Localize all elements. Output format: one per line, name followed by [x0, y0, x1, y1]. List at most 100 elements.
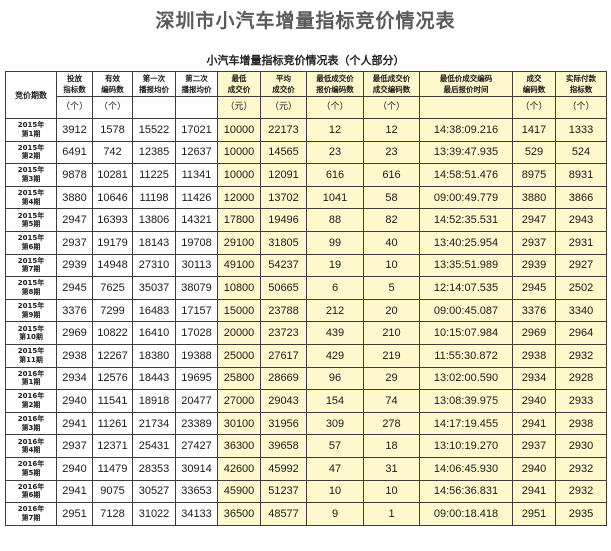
cell-min-price: 10000 [217, 163, 261, 187]
cell-period: 2016年 第4期 [5, 434, 57, 458]
cell-min-last-time: 14:52:35.531 [419, 208, 513, 232]
cell-avg-price: 23788 [260, 298, 307, 323]
cell-min-price-codes: 154 [306, 389, 364, 413]
cell-valid-codes: 12371 [92, 434, 133, 458]
header-deal-codes: 成交 编码数 [512, 71, 556, 97]
cell-valid-codes: 12576 [92, 366, 133, 391]
cell-deal-codes: 2934 [512, 366, 556, 391]
cell-paid: 2930 [555, 434, 607, 458]
cell-min-price-deal-codes: 29 [363, 366, 420, 391]
cell-min-price: 10000 [217, 118, 261, 142]
cell-min-price-codes: 616 [306, 163, 364, 187]
cell-min-last-time: 14:56:36.831 [419, 479, 513, 504]
period-year: 2015年 [17, 166, 45, 175]
header-avg-price: 平均 成交价 [260, 71, 307, 97]
cell-min-price-deal-codes: 31 [363, 456, 420, 481]
cell-min-price-codes: 47 [306, 456, 364, 481]
cell-valid-codes: 12267 [92, 343, 133, 368]
unit-min-price: （元） [217, 96, 261, 119]
cell-valid-codes: 10822 [92, 321, 133, 345]
cell-first-avg: 21734 [132, 411, 176, 436]
cell-min-price-deal-codes: 23 [363, 140, 420, 165]
cell-period: 2015年 第2期 [5, 140, 57, 165]
period-number: 第9期 [21, 310, 41, 319]
cell-valid-codes: 14948 [92, 253, 133, 278]
cell-min-price-codes: 309 [306, 411, 364, 436]
cell-bidders: 6491 [56, 140, 93, 165]
table-row: 2016年 第2期 2940 11541 18918 20477 27000 29043 154… [5, 389, 607, 413]
cell-min-price-deal-codes: 74 [363, 389, 420, 413]
cell-period: 2015年 第10期 [5, 321, 57, 345]
cell-deal-codes: 2945 [512, 276, 556, 300]
header-second-avg: 第二次 播报均价 [175, 71, 218, 97]
cell-avg-price: 39658 [260, 434, 307, 458]
period-number: 第7期 [21, 513, 41, 522]
cell-deal-codes: 2941 [512, 479, 556, 504]
cell-period: 2016年 第1期 [5, 366, 57, 391]
cell-min-last-time: 13:35:51.989 [419, 253, 513, 278]
period-year: 2015年 [17, 189, 45, 198]
cell-bidders: 9878 [56, 163, 93, 187]
table-title: 小汽车增量指标竞价情况表（个人部分） [206, 54, 405, 67]
cell-valid-codes: 19179 [92, 230, 133, 255]
cell-second-avg: 20477 [175, 389, 218, 413]
period-number: 第6期 [21, 242, 41, 251]
cell-min-price-deal-codes: 10 [363, 479, 420, 504]
header-period: 竞价期数 [5, 71, 57, 119]
header-min-price-codes: 最低成交价 报价编码数 [306, 71, 364, 97]
cell-second-avg: 34133 [175, 502, 218, 526]
cell-period: 2015年 第9期 [5, 298, 57, 323]
cell-bidders: 2937 [56, 230, 93, 255]
header-min-last-time: 最低价成交编码 最后报价时间 [419, 71, 513, 97]
cell-min-price: 17800 [217, 208, 261, 232]
table-row: 2015年 第6期 2937 19179 18143 19708 29100 31805 99 4… [5, 230, 607, 255]
cell-avg-price: 13702 [260, 185, 307, 210]
cell-avg-price: 29043 [260, 389, 307, 413]
cell-paid: 2928 [555, 366, 607, 391]
period-year: 2015年 [17, 347, 45, 356]
cell-bidders: 2947 [56, 208, 93, 232]
header-paid: 实际付款 指标数 [555, 71, 607, 97]
cell-avg-price: 28669 [260, 366, 307, 391]
cell-first-avg: 11198 [132, 185, 176, 210]
cell-min-price: 20000 [217, 321, 261, 345]
cell-min-price-deal-codes: 10 [363, 253, 420, 278]
cell-period: 2015年 第4期 [5, 185, 57, 210]
cell-second-avg: 19695 [175, 366, 218, 391]
cell-avg-price: 45992 [260, 456, 307, 481]
cell-min-price: 30100 [217, 411, 261, 436]
unit-min-last-time [419, 96, 513, 119]
cell-first-avg: 28353 [132, 456, 176, 481]
cell-first-avg: 11225 [132, 163, 176, 187]
period-number: 第1期 [21, 129, 41, 138]
cell-min-price-deal-codes: 5 [363, 276, 420, 300]
cell-min-price-deal-codes: 82 [363, 208, 420, 232]
cell-min-last-time: 13:39:47.935 [419, 140, 513, 165]
cell-avg-price: 22173 [260, 118, 307, 142]
cell-min-price-deal-codes: 58 [363, 185, 420, 210]
cell-min-price-codes: 99 [306, 230, 364, 255]
cell-paid: 2943 [555, 208, 607, 232]
cell-min-price-codes: 439 [306, 321, 364, 345]
cell-bidders: 2941 [56, 411, 93, 436]
table-row: 2015年 第3期 9878 10281 11225 11341 10000 12091 616… [5, 163, 607, 187]
cell-deal-codes: 2941 [512, 411, 556, 436]
period-year: 2015年 [17, 143, 45, 152]
cell-min-price-codes: 6 [306, 276, 364, 300]
cell-valid-codes: 9075 [92, 479, 133, 504]
period-number: 第4期 [21, 446, 41, 455]
cell-min-price: 12000 [217, 185, 261, 210]
table-row: 2015年 第11期 2938 12267 18380 19388 25000 27617 42… [5, 343, 607, 368]
cell-valid-codes: 7625 [92, 276, 133, 300]
cell-paid: 2933 [555, 389, 607, 413]
cell-period: 2015年 第11期 [5, 343, 57, 368]
cell-second-avg: 19388 [175, 343, 218, 368]
cell-second-avg: 33653 [175, 479, 218, 504]
period-year: 2015年 [17, 234, 45, 243]
period-number: 第3期 [21, 174, 41, 183]
cell-bidders: 3912 [56, 118, 93, 142]
period-year: 2015年 [17, 302, 45, 311]
cell-second-avg: 12637 [175, 140, 218, 165]
cell-min-price: 36500 [217, 502, 261, 526]
cell-deal-codes: 529 [512, 140, 556, 165]
